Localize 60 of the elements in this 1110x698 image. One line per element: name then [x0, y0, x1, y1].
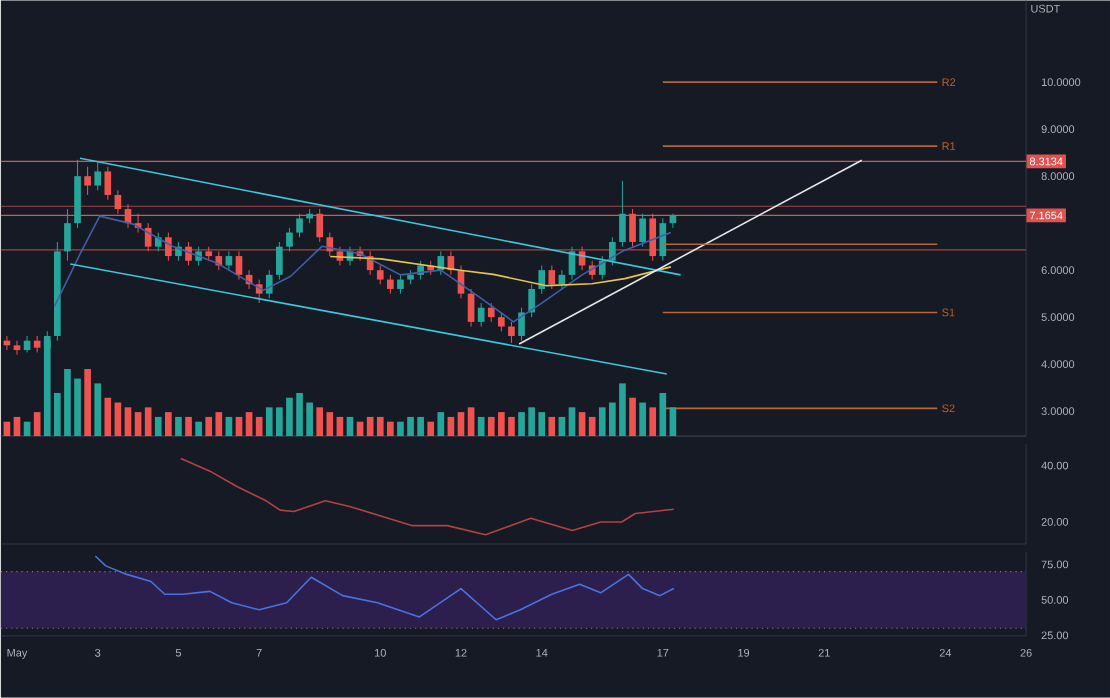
candlestick [235, 250, 243, 281]
candlestick [94, 161, 102, 191]
candlestick [487, 302, 495, 323]
bar [659, 393, 667, 437]
candlestick [376, 265, 384, 285]
candlestick [397, 274, 404, 295]
bar [477, 416, 485, 437]
bar [457, 412, 465, 437]
candlestick [265, 269, 273, 299]
candlestick [74, 159, 81, 229]
bar [84, 369, 91, 437]
bar [154, 416, 162, 437]
candlestick [528, 283, 535, 318]
candlestick [64, 208, 71, 262]
bar [568, 407, 576, 437]
bar [427, 421, 435, 437]
bar [669, 407, 677, 437]
candlestick [276, 241, 283, 281]
candlestick [104, 166, 112, 201]
bar [124, 407, 132, 437]
candlestick [609, 236, 616, 267]
candlestick [659, 218, 667, 262]
candlestick [13, 340, 21, 356]
bar [104, 397, 112, 437]
bar [134, 412, 142, 437]
candlestick [538, 265, 546, 295]
candlestick [639, 213, 646, 248]
candlestick [518, 307, 525, 342]
bar [639, 402, 646, 437]
bar [195, 421, 202, 437]
candlestick [387, 274, 394, 295]
bar [437, 412, 445, 437]
bar [94, 383, 102, 437]
candlestick [508, 321, 515, 344]
candlestick [286, 227, 293, 252]
bar [33, 412, 41, 437]
candlestick [498, 312, 505, 332]
bar [548, 416, 556, 437]
bar [578, 412, 586, 437]
bar [588, 416, 596, 437]
line-series [180, 457, 675, 536]
bar [467, 407, 475, 437]
candlestick [165, 232, 172, 262]
bar [629, 397, 636, 437]
line-series [94, 555, 675, 621]
candlestick [316, 208, 324, 243]
candlestick [619, 180, 626, 248]
candlestick [548, 265, 556, 290]
candlestick [629, 208, 636, 248]
candlestick [185, 241, 192, 267]
bar [165, 412, 172, 437]
candlestick [296, 213, 303, 238]
candlestick [477, 302, 485, 328]
bar [144, 407, 152, 437]
bar [649, 407, 657, 437]
candlestick [649, 213, 657, 262]
candlestick [84, 166, 91, 196]
bar [175, 416, 182, 437]
bar [185, 416, 192, 437]
bar [245, 412, 253, 437]
